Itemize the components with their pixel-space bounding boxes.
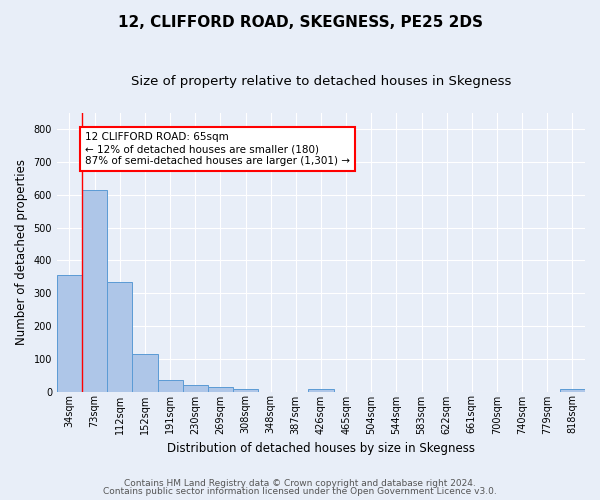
X-axis label: Distribution of detached houses by size in Skegness: Distribution of detached houses by size …	[167, 442, 475, 455]
Text: 12 CLIFFORD ROAD: 65sqm
← 12% of detached houses are smaller (180)
87% of semi-d: 12 CLIFFORD ROAD: 65sqm ← 12% of detache…	[85, 132, 350, 166]
Title: Size of property relative to detached houses in Skegness: Size of property relative to detached ho…	[131, 75, 511, 88]
Bar	[560, 389, 585, 392]
Bar	[158, 380, 182, 392]
Text: Contains HM Land Registry data © Crown copyright and database right 2024.: Contains HM Land Registry data © Crown c…	[124, 478, 476, 488]
Bar	[308, 389, 334, 392]
Text: 12, CLIFFORD ROAD, SKEGNESS, PE25 2DS: 12, CLIFFORD ROAD, SKEGNESS, PE25 2DS	[118, 15, 482, 30]
Bar	[133, 354, 158, 392]
Bar	[57, 275, 82, 392]
Bar	[82, 190, 107, 392]
Bar	[182, 386, 208, 392]
Bar	[208, 387, 233, 392]
Text: Contains public sector information licensed under the Open Government Licence v3: Contains public sector information licen…	[103, 487, 497, 496]
Bar	[233, 389, 258, 392]
Y-axis label: Number of detached properties: Number of detached properties	[15, 159, 28, 345]
Bar	[107, 282, 133, 392]
